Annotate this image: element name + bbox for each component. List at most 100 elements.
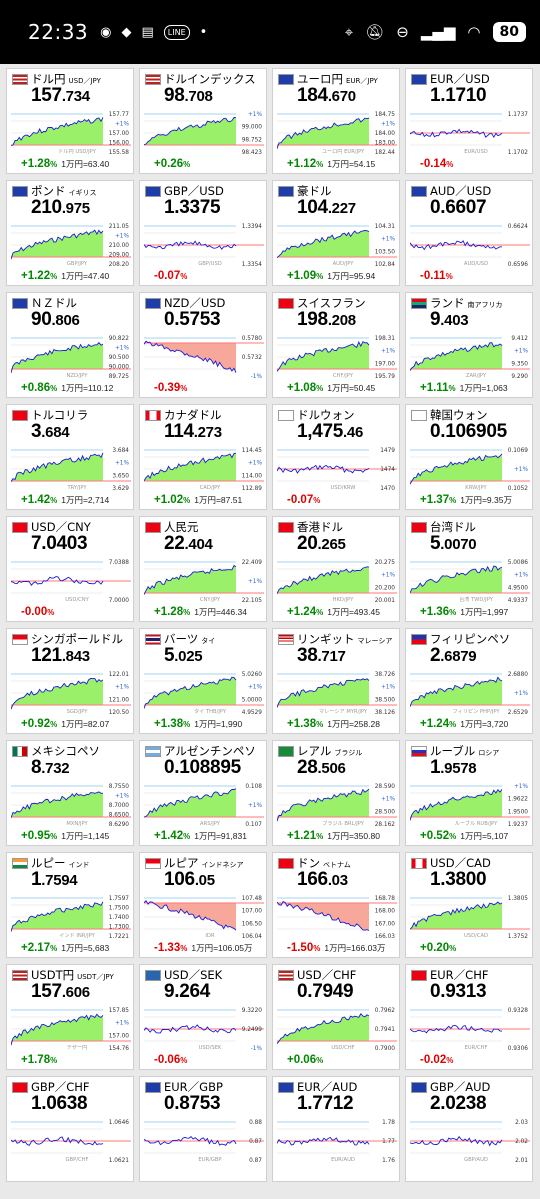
change-value: +1.38: [154, 718, 184, 730]
rate-card[interactable]: 台湾ドル 5.0070 台湾 TWD/JPY 5.0086 +1% 4.9500 4.933…: [405, 516, 533, 622]
price-chart: ドル円 USD/JPY 157.77 +1% 157.00 156.00 155.58: [11, 112, 131, 155]
chart-watermark: タイ THB/JPY: [194, 707, 227, 715]
tick-label: 7.0388: [109, 560, 130, 566]
tick-label: 1.0646: [109, 1120, 130, 1126]
rate-card[interactable]: カナダドル 114.273 CAD/JPY 114.45 +1% 114.00 112.89…: [139, 404, 267, 510]
tick-label: 1470: [380, 486, 395, 491]
pair-name: ルピア インドネシア: [164, 855, 244, 871]
rate-card[interactable]: EUR／GBP 0.8753 EUR/GBP 0.88 0.87 0.87: [139, 1076, 267, 1182]
change-percent: +1.42%: [21, 494, 57, 506]
rate-card[interactable]: ドルウォン 1,475.46 USD/KRW 1479 1474 1470 -0.07%: [272, 404, 400, 510]
chart-line: [277, 117, 370, 150]
change-percent: +1.22%: [21, 270, 57, 282]
price-decimals: .025: [174, 648, 203, 665]
rate-card[interactable]: メキシコペソ 8.732 MXN/JPY 8.7550 +1% 8.7000 8.6500 8…: [6, 740, 134, 846]
rate-card[interactable]: 韓国ウォン 0.106905 KRW/JPY 0.1069 +1% 0.1052 +1.37…: [405, 404, 533, 510]
card-footer: +1.24% 1万円=3,720: [420, 718, 508, 730]
pair-name: アルゼンチンペソ: [164, 743, 256, 759]
change-unit: %: [446, 160, 454, 169]
price-value: 1.3375: [164, 197, 221, 219]
rate-card[interactable]: EUR／CHF 0.9313 EUR/CHF 0.9328 0.9306 -0.02%: [405, 964, 533, 1070]
rate-card[interactable]: トルコリラ 3.684 TRY/JPY 3.684 +1% 3.650 3.629 +1.42…: [6, 404, 134, 510]
rate-card[interactable]: 人民元 22.404 CNY/JPY 22.409 +1% 22.105 +1.28% 1万円…: [139, 516, 267, 622]
rate-card[interactable]: ルピー インド 1.7594 インド INR/JPY 1.7597 1.7500 1.740…: [6, 852, 134, 958]
chart-line: [11, 1013, 104, 1046]
change-percent: +0.86%: [21, 382, 57, 394]
rate-card[interactable]: USD／CNY 7.0403 USD/CNY 7.0388 7.0000 -0.00%: [6, 516, 134, 622]
chart-watermark: 台湾 TWD/JPY: [459, 595, 494, 603]
tick-label: 155.58: [109, 150, 130, 155]
rate-card[interactable]: USD／CAD 1.3800 USD/CAD 1.3805 1.3752 +0.20%: [405, 852, 533, 958]
pair-label: USD／SEK: [164, 968, 223, 982]
pair-label: トルコリラ: [31, 408, 89, 422]
rate-card[interactable]: ルピア インドネシア 106.05 IDR 107.48 107.00 106.50 106.…: [139, 852, 267, 958]
chart-fill: [277, 566, 369, 594]
yen-conversion: 1万円=166.03万: [324, 943, 386, 953]
price-chart: +1% 99.000 98.752 98.423: [144, 112, 264, 155]
rate-card[interactable]: ポンド イギリス 210.975 GBP/JPY 211.05 +1% 210.00 209.…: [6, 180, 134, 286]
price-chart: NZD/JPY 90.822 +1% 90.500 90.000 89.725: [11, 336, 131, 379]
rate-card[interactable]: バーツ タイ 5.025 タイ THB/JPY 5.0260 +1% 5.0000 4.952…: [139, 628, 267, 734]
rate-card[interactable]: ドルインデックス 98.708 +1% 99.000 98.752 98.423 +0.26…: [139, 68, 267, 174]
rate-card[interactable]: EUR／AUD 1.7712 EUR/AUD 1.78 1.77 1.76: [272, 1076, 400, 1182]
price-chart: SGD/JPY 122.01 +1% 121.00 120.50: [11, 672, 131, 715]
tick-label: 8.7000: [109, 803, 130, 809]
price-chart: USD/CNY 7.0388 7.0000: [11, 560, 131, 603]
pair-label: シンガポールドル: [31, 632, 123, 646]
price-value: 106.05: [164, 869, 215, 891]
yen-conversion: 1万円=110.12: [61, 383, 114, 393]
rate-card[interactable]: 豪ドル 104.227 AUD/JPY 104.31 +1% 103.50 102.84 +1…: [272, 180, 400, 286]
rate-card[interactable]: ルーブル ロシア 1.9578 ルーブル RUB/JPY +1% 1.9622 1.9500…: [405, 740, 533, 846]
tick-label: 22.105: [242, 598, 263, 603]
rate-card[interactable]: USD／CHF 0.7949 USD/CHF 0.7962 0.7941 0.7900 +0…: [272, 964, 400, 1070]
price-decimals: .05: [194, 872, 215, 889]
price-decimals: .734: [61, 88, 90, 105]
pair-label: フィリピンペソ: [430, 632, 511, 646]
price-value: 1.7594: [31, 869, 78, 891]
chart-line: [144, 676, 237, 709]
change-percent: +0.26%: [154, 158, 190, 170]
rate-card[interactable]: レアル ブラジル 28.506 ブラジル BRL/JPY 28.590 +1% 28.500…: [272, 740, 400, 846]
price-main: 184: [297, 85, 328, 106]
price-value: 121.843: [31, 645, 90, 667]
chart-fill: [144, 788, 236, 818]
tick-label: 38.726: [375, 672, 396, 678]
tick-label: 211.05: [109, 224, 130, 230]
rate-card[interactable]: ユーロ円 EUR／JPY 184.670 ユーロ円 EUR/JPY 184.75 +1% 1…: [272, 68, 400, 174]
rate-card[interactable]: スイスフラン 198.208 CHF/JPY 198.31 +1% 197.00 195.7…: [272, 292, 400, 398]
flag-tw-icon: [411, 522, 427, 533]
pair-label: USDT円: [31, 968, 75, 982]
tick-label: +1%: [381, 349, 396, 355]
rate-card[interactable]: アルゼンチンペソ 0.108895 ARS/JPY 0.108 +1% 0.107 +1.4…: [139, 740, 267, 846]
flag-us-icon: [12, 74, 28, 85]
price-chart: IDR 107.48 107.00 106.50 106.04: [144, 896, 264, 939]
rate-card[interactable]: USD／SEK 9.264 USD/SEK 9.3220 9.2499 -1% -0.06%: [139, 964, 267, 1070]
chart-line: [277, 566, 370, 594]
flag-sg-icon: [12, 634, 28, 645]
card-footer: -0.07%: [287, 494, 320, 506]
rate-card[interactable]: 香港ドル 20.265 HKD/JPY 20.275 +1% 20.200 20.001 +1…: [272, 516, 400, 622]
tick-label: 1.9622: [508, 797, 529, 803]
tick-label: 106.50: [242, 921, 263, 927]
rate-card[interactable]: ドン ベトナム 166.03 168.78 168.00 167.00 166.03 -1.5…: [272, 852, 400, 958]
rate-card[interactable]: EUR／USD 1.1710 EUR/USD 1.1737 1.1702 -0.14%: [405, 68, 533, 174]
chart-line: [410, 901, 503, 930]
rate-card[interactable]: ドル円 USD／JPY 157.734 ドル円 USD/JPY 157.77 +1% 157…: [6, 68, 134, 174]
rate-card[interactable]: ＮＺドル 90.806 NZD/JPY 90.822 +1% 90.500 90.000 89…: [6, 292, 134, 398]
tick-label: 1.9500: [508, 809, 529, 815]
card-footer: +1.38% 1万円=258.28: [287, 718, 380, 730]
price-decimals: .273: [193, 424, 222, 441]
rate-card[interactable]: USDT円 USDT／JPY 157.606 テザー円 157.85 +1% 157.00 1…: [6, 964, 134, 1070]
rate-card[interactable]: NZD／USD 0.5753 0.5780 0.5732 -1% -0.39%: [139, 292, 267, 398]
rate-card[interactable]: AUD／USD 0.6607 AUD/USD 0.6624 0.6596 -0.11%: [405, 180, 533, 286]
chart-fill: [144, 900, 236, 931]
change-percent: +1.38%: [154, 718, 190, 730]
rate-card[interactable]: ランド 南アフリカ 9.403 ZAR/JPY 9.412 +1% 9.350 9.290 +1…: [405, 292, 533, 398]
rate-card[interactable]: GBP／AUD 2.0238 GBP/AUD 2.03 2.02 2.01: [405, 1076, 533, 1182]
rate-card[interactable]: GBP／USD 1.3375 GBP/USD 1.3394 1.3354 -0.07%: [139, 180, 267, 286]
rate-card[interactable]: フィリピンペソ 2.6879 フィリピン PHP/JPY 2.6880 +1% 2.652…: [405, 628, 533, 734]
rate-card[interactable]: リンギット マレーシア 38.717 マレーシア MYR/JPY 38.726 +1% 38…: [272, 628, 400, 734]
rate-card[interactable]: GBP／CHF 1.0638 GBP/CHF 1.0646 1.0621: [6, 1076, 134, 1182]
rate-card[interactable]: シンガポールドル 121.843 SGD/JPY 122.01 +1% 121.00 120…: [6, 628, 134, 734]
card-footer: +1.24% 1万円=493.45: [287, 606, 380, 618]
